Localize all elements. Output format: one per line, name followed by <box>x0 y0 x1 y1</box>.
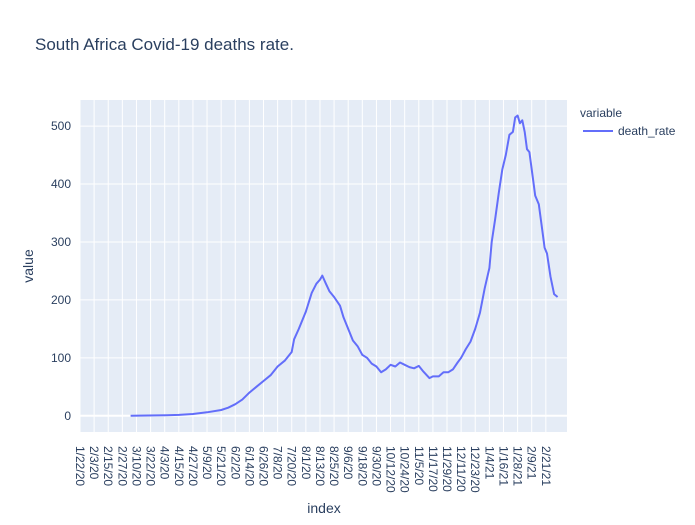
y-tick-label: 300 <box>51 235 71 249</box>
y-tick-label: 500 <box>51 119 71 133</box>
x-tick-label: 4/3/20 <box>158 446 172 480</box>
x-tick-label: 10/12/20 <box>384 446 398 493</box>
x-tick-label: 9/30/20 <box>369 446 383 486</box>
x-tick-label: 2/27/20 <box>115 446 129 486</box>
x-tick-label: 11/17/20 <box>426 446 440 492</box>
x-tick-label: 4/27/20 <box>186 446 200 486</box>
x-tick-label: 4/15/20 <box>172 446 186 486</box>
y-tick-label: 100 <box>51 351 71 365</box>
x-tick-label: 2/9/21 <box>525 446 539 480</box>
x-tick-label: 7/8/20 <box>271 446 285 480</box>
x-tick-label: 9/18/20 <box>355 446 369 486</box>
chart-title: South Africa Covid-19 deaths rate. <box>35 35 294 54</box>
x-tick-label: 8/13/20 <box>313 446 327 486</box>
series-line-death-rate <box>130 114 559 417</box>
x-tick-label: 11/29/20 <box>440 446 454 492</box>
plot-area <box>80 100 567 432</box>
x-tick-label: 8/1/20 <box>299 446 313 480</box>
x-tick-label: 6/2/20 <box>228 446 242 480</box>
x-tick-label: 1/28/21 <box>511 446 525 486</box>
x-gridlines <box>79 100 547 432</box>
x-tick-label: 8/25/20 <box>327 446 341 486</box>
legend[interactable]: variable death_rate <box>580 106 676 138</box>
x-tick-label: 3/22/20 <box>144 446 158 486</box>
x-axis-title: index <box>307 500 340 516</box>
x-tick-label: 6/14/20 <box>242 446 256 486</box>
y-tick-label: 0 <box>64 409 71 423</box>
y-axis-title: value <box>20 249 36 283</box>
legend-label-death-rate[interactable]: death_rate <box>618 124 676 138</box>
y-gridlines <box>80 125 567 417</box>
x-tick-label: 1/4/21 <box>482 446 496 480</box>
x-tick-labels: 1/22/20 2/3/20 2/15/20 2/27/20 3/10/20 3/22/2… <box>73 446 553 493</box>
x-tick-label: 1/16/21 <box>496 446 510 486</box>
series-layer <box>130 114 559 417</box>
x-tick-label: 5/21/20 <box>214 446 228 486</box>
x-tick-label: 10/24/20 <box>398 446 412 493</box>
x-tick-label: 9/6/20 <box>341 446 355 480</box>
x-tick-label: 12/23/20 <box>468 446 482 493</box>
x-tick-label: 11/5/20 <box>412 446 426 485</box>
x-tick-label: 6/26/20 <box>257 446 271 486</box>
y-tick-label: 400 <box>51 177 71 191</box>
legend-title: variable <box>580 106 622 120</box>
x-tick-label: 7/20/20 <box>285 446 299 486</box>
x-tick-label: 3/10/20 <box>129 446 143 486</box>
x-tick-label: 5/9/20 <box>200 446 214 480</box>
y-tick-label: 200 <box>51 293 71 307</box>
x-tick-label: 2/3/20 <box>87 446 101 480</box>
y-tick-labels: 0 100 200 300 400 500 <box>51 119 71 423</box>
x-tick-label: 2/15/20 <box>101 446 115 486</box>
x-tick-label: 1/22/20 <box>73 446 87 486</box>
x-tick-label: 2/21/21 <box>539 446 553 486</box>
x-tick-label: 12/11/20 <box>454 446 468 492</box>
